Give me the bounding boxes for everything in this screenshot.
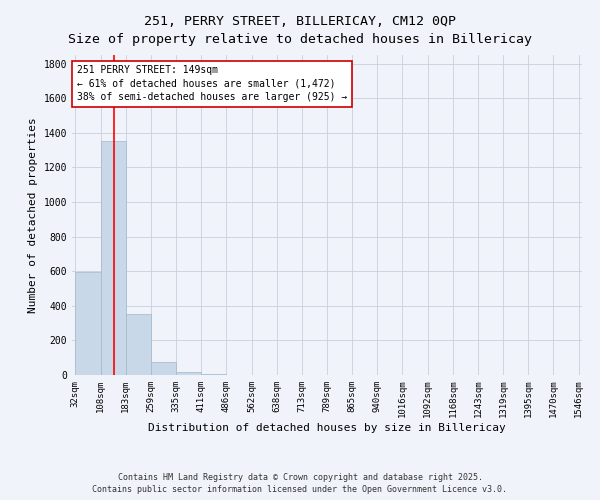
Bar	[151, 362, 176, 375]
Text: Contains HM Land Registry data © Crown copyright and database right 2025.
Contai: Contains HM Land Registry data © Crown c…	[92, 472, 508, 494]
Bar	[101, 141, 125, 375]
Y-axis label: Number of detached properties: Number of detached properties	[28, 117, 38, 313]
Text: Size of property relative to detached houses in Billericay: Size of property relative to detached ho…	[68, 32, 532, 46]
Text: 251 PERRY STREET: 149sqm
← 61% of detached houses are smaller (1,472)
38% of sem: 251 PERRY STREET: 149sqm ← 61% of detach…	[77, 66, 347, 102]
Bar	[76, 272, 101, 375]
Text: 251, PERRY STREET, BILLERICAY, CM12 0QP: 251, PERRY STREET, BILLERICAY, CM12 0QP	[144, 15, 456, 28]
Bar	[202, 374, 226, 375]
Bar	[176, 372, 202, 375]
Bar	[125, 314, 151, 375]
X-axis label: Distribution of detached houses by size in Billericay: Distribution of detached houses by size …	[148, 423, 506, 433]
